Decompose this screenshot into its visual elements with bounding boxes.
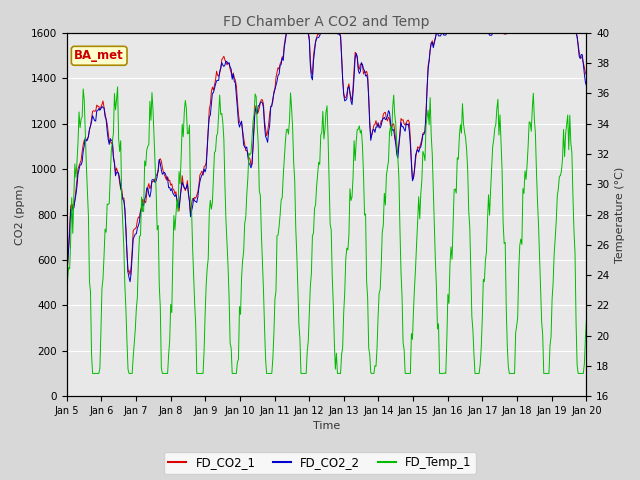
FD_Temp_1 <box>491 125 499 131</box>
FD_CO2_2 <box>572 30 580 36</box>
FD_CO2_1 <box>282 30 290 36</box>
Y-axis label: Temperature (°C): Temperature (°C) <box>615 167 625 263</box>
FD_Temp_1 <box>114 84 122 90</box>
FD_CO2_1 <box>63 264 70 269</box>
FD_CO2_2 <box>434 30 442 36</box>
FD_CO2_1 <box>491 30 499 36</box>
FD_Temp_1 <box>63 327 70 333</box>
Line: FD_CO2_2: FD_CO2_2 <box>67 33 586 282</box>
FD_CO2_2 <box>491 30 499 36</box>
Title: FD Chamber A CO2 and Temp: FD Chamber A CO2 and Temp <box>223 15 429 29</box>
FD_CO2_2 <box>345 84 353 90</box>
FD_Temp_1 <box>315 159 323 165</box>
X-axis label: Time: Time <box>313 421 340 432</box>
Legend: FD_CO2_1, FD_CO2_2, FD_Temp_1: FD_CO2_1, FD_CO2_2, FD_Temp_1 <box>164 452 476 474</box>
FD_Temp_1 <box>582 316 590 322</box>
FD_CO2_1 <box>126 272 134 278</box>
FD_CO2_2 <box>126 279 134 285</box>
Line: FD_Temp_1: FD_Temp_1 <box>67 87 586 373</box>
Line: FD_CO2_1: FD_CO2_1 <box>67 33 586 275</box>
FD_Temp_1 <box>89 371 97 376</box>
FD_Temp_1 <box>572 319 580 325</box>
FD_CO2_1 <box>312 38 319 44</box>
Y-axis label: CO2 (ppm): CO2 (ppm) <box>15 184 25 245</box>
FD_CO2_1 <box>374 122 382 128</box>
FD_CO2_1 <box>346 90 354 96</box>
FD_CO2_2 <box>582 83 590 89</box>
FD_CO2_1 <box>582 72 590 78</box>
FD_CO2_2 <box>314 35 321 41</box>
FD_Temp_1 <box>346 186 354 192</box>
FD_CO2_1 <box>572 30 580 36</box>
FD_CO2_2 <box>63 255 70 261</box>
FD_CO2_1 <box>315 31 323 37</box>
FD_Temp_1 <box>312 202 319 207</box>
FD_Temp_1 <box>374 314 382 320</box>
Text: BA_met: BA_met <box>74 49 124 62</box>
FD_CO2_2 <box>373 124 381 130</box>
FD_CO2_2 <box>310 48 318 54</box>
